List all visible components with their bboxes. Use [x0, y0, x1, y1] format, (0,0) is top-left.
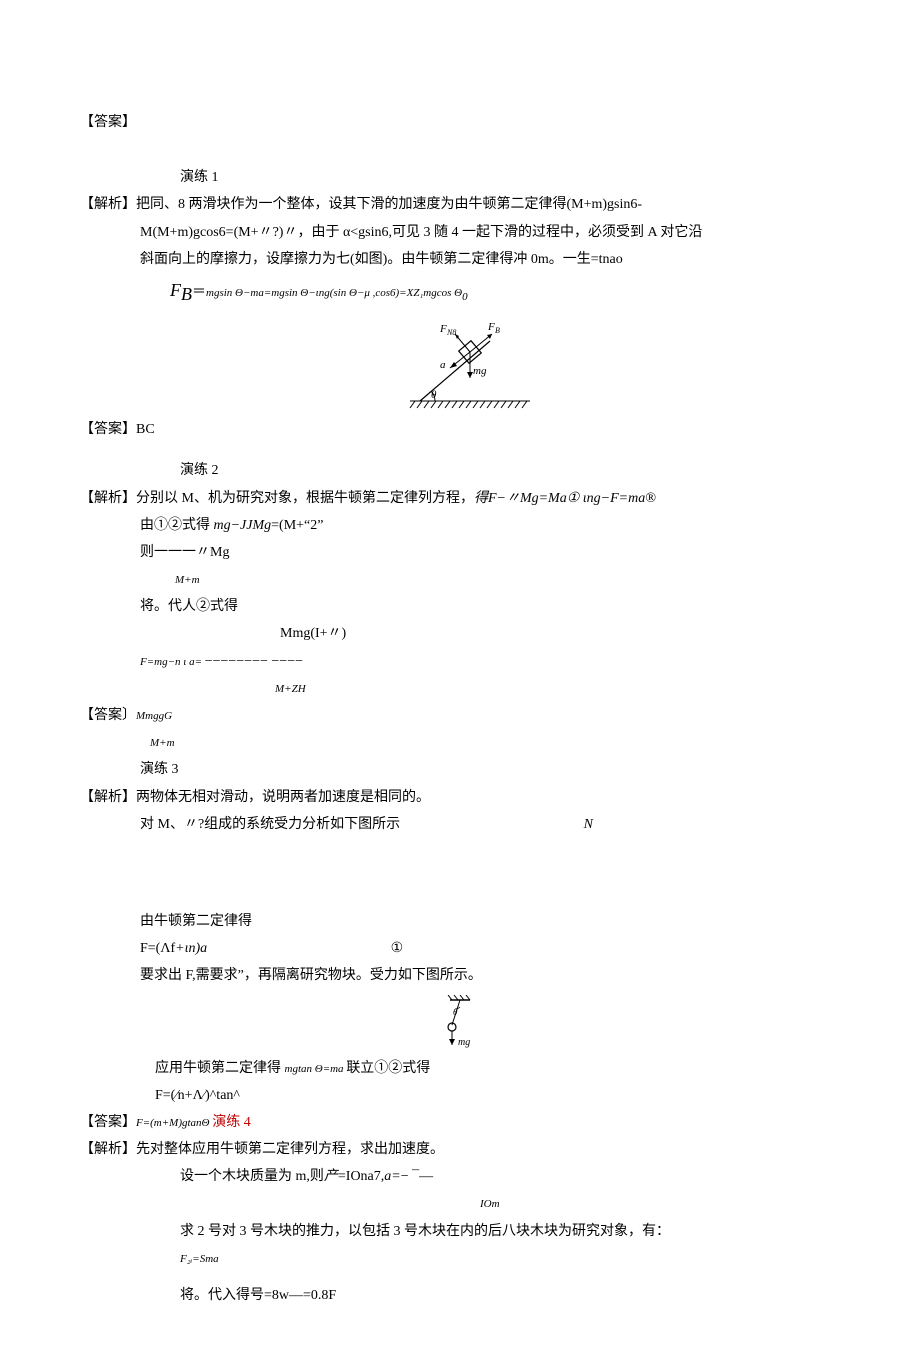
- ex2-p2-line: 由①②式得 mg−JJMg=(M+“2”: [80, 513, 840, 538]
- incline-svg: θ F N8 F B mg a: [380, 316, 540, 411]
- formula-F: F: [170, 280, 181, 300]
- ex2-p5-left: F=mg−n ι a=: [140, 656, 205, 668]
- ex2-ans-bot: M+m: [150, 737, 175, 749]
- fig3-mg: mg: [458, 1037, 470, 1048]
- answer-header-label: 【答案】: [80, 110, 840, 135]
- ex4-p1: 先对整体应用牛顿第二定律列方程，求出加速度。: [136, 1142, 444, 1157]
- fig-FNsub: N8: [446, 328, 456, 337]
- ex2-p3: 则一一一〃Mg: [80, 540, 840, 565]
- ex2-answer-line: 【答案〕MmggG: [80, 703, 840, 728]
- label-analysis-3: 【解析】: [80, 790, 136, 805]
- ex3-figure: mg θ: [80, 995, 840, 1050]
- ex3-p2-line: 对 M、〃?组成的系统受力分析如下图所示 N: [80, 812, 840, 837]
- ex1-p2: M(M+m)gcos6=(M+〃?)〃，由于 α<gsin6,可见 3 随 4 …: [80, 220, 840, 245]
- fig-FBsub: B: [495, 326, 500, 335]
- label-analysis-2: 【解析】: [80, 491, 136, 506]
- ex4-p2-post: =IOna7,: [338, 1169, 384, 1184]
- ex4-p5: 将。代入得号=8w—=0.8F: [80, 1283, 840, 1308]
- formula-eq: ＝: [192, 285, 206, 300]
- ex2-p2-post: =(M+“2”: [271, 518, 323, 533]
- ex3-line1: 【解析】两物体无相对滑动，说明两者加速度是相同的。: [80, 785, 840, 810]
- ex2-p1: 分别以 M、机为研究对象，根据牛顿第二定律列方程，: [136, 491, 474, 506]
- fig-FB: F: [487, 321, 495, 333]
- ex1-p1: 把同、8 两滑块作为一个整体，设其下滑的加速度为由牛顿第二定律得(M+m)gsi…: [136, 197, 642, 212]
- exercise-1-title: 演练 1: [180, 165, 840, 190]
- ex4-p2-it: 产: [324, 1169, 338, 1184]
- ex4-p2-post2: − ¯—: [401, 1169, 433, 1184]
- ex4-p2-pre: 设一个木块质量为 m,则: [180, 1169, 324, 1184]
- ex2-p5-mid: F=mg−n ι a= −−−−−−−− −−−−: [80, 649, 840, 674]
- label-answer-2: 【答案〕: [80, 708, 136, 723]
- exercise-2-title: 演练 2: [180, 458, 840, 483]
- ex1-answer-line: 【答案】BC: [80, 417, 840, 442]
- ex2-p2-it: mg−JJMg: [214, 518, 272, 533]
- ex4-p2-line: 设一个木块质量为 m,则产=IOna7,a=− ¯—: [80, 1164, 840, 1189]
- label-analysis-4: 【解析】: [80, 1142, 136, 1157]
- ex3-gap: [80, 839, 840, 909]
- ex4-line1: 【解析】先对整体应用牛顿第二定律列方程，求出加速度。: [80, 1137, 840, 1162]
- ex2-p1-it: 得F−〃Mg=Ma① ιng−F=ma®: [474, 491, 656, 506]
- ex3-p6-post: 联立①②式得: [346, 1061, 430, 1076]
- ex2-p5-top: Mmg(I+〃): [80, 621, 840, 646]
- formula-sub2: 0: [462, 291, 468, 303]
- ex4-p4-line: F₂ᵢ=Sma: [80, 1246, 840, 1271]
- exercise-3-title: 演练 3: [80, 757, 840, 782]
- ex2-p5-bot: M+ZH: [275, 683, 306, 695]
- ex3-p2: 对 M、〃?组成的系统受力分析如下图所示: [140, 817, 400, 832]
- ex3-answer: F=(m+M)gtanΘ: [136, 1117, 212, 1129]
- ex2-p4: 将。代人②式得: [80, 594, 840, 619]
- ex1-answer: BC: [136, 422, 155, 437]
- ex3-p6-pre: 应用牛顿第二定律得: [155, 1061, 285, 1076]
- ex3-p3: 由牛顿第二定律得: [80, 909, 840, 934]
- ex2-p3-bot: M+m: [175, 574, 200, 586]
- ex2-p5-dash: −−−−−−−− −−−−: [205, 654, 303, 669]
- ex2-p3-frac: M+m: [80, 567, 840, 592]
- ex2-answer-frac: M+m: [80, 730, 840, 755]
- ex2-answer: MmggG: [136, 710, 172, 722]
- ex3-p5: 要求出 F,需要求”，再隔离研究物块。受力如下图所示。: [80, 963, 840, 988]
- fig-a: a: [440, 359, 446, 371]
- ex3-p4-circ: ①: [391, 941, 404, 956]
- formula-Fsub: B: [181, 284, 192, 304]
- ex3-answer-red: 演练 4: [212, 1115, 251, 1130]
- ex4-p2-right: IOm: [80, 1191, 840, 1216]
- formula-body: mgsin Θ−ma=mgsin Θ−ιng(sin Θ−μ ,cos6)=XZ…: [206, 287, 462, 299]
- ex4-p2-r: IOm: [480, 1198, 500, 1210]
- ex2-p2-pre: 由①②式得: [140, 518, 214, 533]
- ex1-p3: 斜面向上的摩擦力，设摩擦力为七(如图)。由牛顿第二定律得冲 0m。一生=tnao: [80, 247, 840, 272]
- ex4-p3: 求 2 号对 3 号木块的推力，以包括 3 号木块在内的后八块木块为研究对象，有…: [80, 1219, 840, 1244]
- ex2-line1: 【解析】分别以 M、机为研究对象，根据牛顿第二定律列方程，得F−〃Mg=Ma① …: [80, 486, 840, 511]
- ex3-p4-pre: F=(Λf: [140, 941, 175, 956]
- ex3-N: N: [584, 812, 593, 837]
- ex3-p4-it: +ιn)a: [175, 941, 207, 956]
- svg-text:θ: θ: [453, 1007, 458, 1017]
- pendulum-svg: mg θ: [430, 995, 490, 1050]
- ex4-p4: F₂ᵢ=Sma: [180, 1253, 219, 1265]
- ex3-p7: F=(⁄n+Λ⁄)^tan^: [80, 1083, 840, 1108]
- label-text: 【答案】: [80, 115, 136, 130]
- label-analysis: 【解析】: [80, 197, 136, 212]
- ex3-p6-it: mgtan Θ=ma: [285, 1063, 347, 1075]
- ex3-p6-line: 应用牛顿第二定律得 mgtan Θ=ma 联立①②式得: [80, 1056, 840, 1081]
- ex1-figure: θ F N8 F B mg a: [80, 316, 840, 411]
- ex4-p2-it2: a=: [384, 1169, 400, 1184]
- fig-FN: F: [439, 323, 447, 335]
- fig-mg: mg: [473, 365, 487, 377]
- label-answer: 【答案】: [80, 422, 136, 437]
- ex1-line1: 【解析】把同、8 两滑块作为一个整体，设其下滑的加速度为由牛顿第二定律得(M+m…: [80, 192, 840, 217]
- ex2-p5-bot-line: M+ZH: [80, 676, 840, 701]
- ex3-p1: 两物体无相对滑动，说明两者加速度是相同的。: [136, 790, 430, 805]
- ex3-answer-line: 【答案】F=(m+M)gtanΘ 演练 4: [80, 1110, 840, 1135]
- ex3-p4-line: F=(Λf+ιn)a ①: [80, 936, 840, 961]
- label-answer-3: 【答案】: [80, 1115, 136, 1130]
- fig-theta: θ: [431, 389, 437, 401]
- ex1-formula: FB＝mgsin Θ−ma=mgsin Θ−ιng(sin Θ−μ ,cos6)…: [80, 274, 840, 310]
